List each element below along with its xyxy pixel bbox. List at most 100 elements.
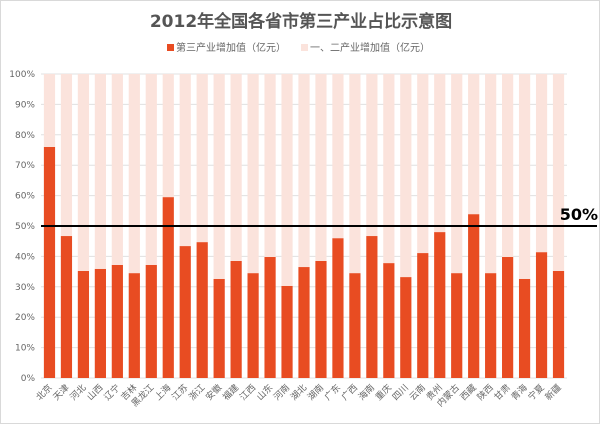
y-tick-label: 60% [15,192,35,202]
x-tick-label: 海南 [356,382,377,403]
bar-tertiary [213,278,225,378]
y-tick-label: 70% [15,161,35,171]
y-tick-label: 50% [15,222,35,232]
legend-swatch-primary-secondary [301,44,308,51]
bar-tertiary [43,146,56,378]
bar-primary-secondary [366,74,378,237]
bar-primary-secondary [535,74,548,253]
bar-primary-secondary [434,74,446,233]
bar-primary-secondary [213,74,225,279]
bar-tertiary [349,273,361,378]
x-tick-label: 山西 [85,382,106,403]
x-tick-label: 陕西 [475,382,496,403]
x-tick-label: 广东 [322,382,343,403]
bar-primary-secondary [43,74,56,147]
x-tick-label: 湖南 [305,382,326,403]
bar-tertiary [552,270,565,378]
bar-primary-secondary [485,74,497,274]
bar-tertiary [451,273,463,378]
bar-tertiary [298,267,310,378]
bar-tertiary [281,285,293,378]
x-tick-label: 云南 [407,382,428,403]
bar-primary-secondary [298,74,310,268]
x-tick-label: 安徽 [203,382,224,403]
bar-tertiary [230,260,242,378]
bar-tertiary [366,236,378,378]
bar-tertiary [179,246,191,378]
bar-primary-secondary [315,74,327,261]
y-tick-label: 80% [15,131,35,141]
bar-primary-secondary [145,74,157,265]
x-tick-label: 湖北 [289,382,310,403]
bar-primary-secondary [247,74,259,274]
chart-title: 2012年全国各省市第三产业占比示意图 [150,11,452,32]
bar-tertiary [128,273,140,378]
bar-primary-secondary [417,74,429,254]
x-tick-label: 上海 [152,382,173,403]
bar-tertiary [162,197,174,378]
reference-line-label: 50% [560,205,598,224]
x-tick-label: 山东 [254,382,275,403]
y-tick-label: 90% [15,100,35,110]
bar-primary-secondary [468,74,480,215]
bar-tertiary [247,273,259,378]
bar-primary-secondary [281,74,293,286]
x-tick-label: 天津 [51,382,72,403]
x-tick-label: 宁夏 [525,382,546,403]
x-tick-label: 甘肃 [492,382,513,403]
bar-primary-secondary [94,74,106,269]
bar-primary-secondary [77,74,90,271]
bar-tertiary [315,260,327,378]
x-tick-label: 北京 [33,382,54,403]
bar-primary-secondary [162,74,174,198]
bar-primary-secondary [451,74,463,274]
bar-tertiary [502,257,514,378]
x-tick-label: 河北 [67,382,88,403]
bar-tertiary [485,273,497,378]
bar-tertiary [94,268,106,378]
x-tick-label: 青海 [508,382,529,403]
bar-primary-secondary [332,74,344,239]
bar-primary-secondary [518,74,531,279]
y-tick-label: 10% [15,344,35,354]
x-tick-label: 重庆 [373,382,394,403]
bar-primary-secondary [383,74,395,264]
x-tick-label: 浙江 [186,382,207,403]
bar-tertiary [535,252,548,378]
x-tick-label: 西藏 [458,382,479,403]
bar-primary-secondary [196,74,208,243]
x-tick-label: 四川 [391,383,411,403]
y-tick-label: 30% [15,283,35,293]
bar-primary-secondary [349,74,361,274]
bar-tertiary [468,214,480,378]
y-tick-label: 100% [9,70,35,80]
x-tick-label: 福建 [220,382,241,403]
bar-tertiary [196,242,208,378]
x-tick-label: 江苏 [169,382,190,403]
y-tick-label: 20% [15,313,35,323]
bar-primary-secondary [111,74,123,265]
bar-tertiary [332,238,344,378]
bar-primary-secondary [179,74,191,247]
bar-primary-secondary [128,74,140,274]
x-tick-label: 新疆 [542,382,563,403]
bar-tertiary [145,264,157,378]
y-tick-label: 0% [21,374,36,384]
x-tick-label: 河南 [271,382,292,403]
bar-tertiary [60,236,73,378]
bar-primary-secondary [230,74,242,261]
legend-label-primary-secondary: 一、二产业增加值（亿元） [310,41,430,54]
legend-label-tertiary: 第三产业增加值（亿元） [176,41,286,54]
bar-tertiary [434,232,446,378]
bar-primary-secondary [264,74,276,258]
bar-tertiary [77,270,90,378]
bar-tertiary [383,263,395,378]
y-tick-label: 40% [15,252,35,262]
x-tick-label: 江西 [238,382,259,403]
bar-primary-secondary [502,74,514,258]
bar-tertiary [264,257,276,378]
bar-tertiary [111,264,123,378]
bar-tertiary [518,278,531,378]
